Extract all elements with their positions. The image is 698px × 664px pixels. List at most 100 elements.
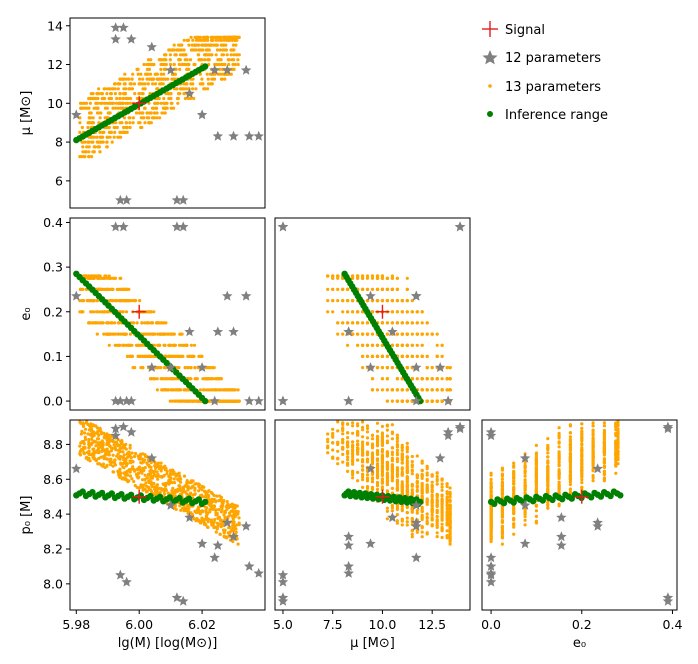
point-13-parameters bbox=[84, 150, 88, 154]
point-13-parameters bbox=[179, 477, 183, 481]
point-13-parameters bbox=[149, 72, 153, 76]
point-13-parameters bbox=[198, 58, 202, 62]
point-13-parameters bbox=[227, 388, 231, 392]
point-13-parameters bbox=[80, 125, 84, 130]
point-13-parameters bbox=[395, 487, 399, 491]
point-13-parameters bbox=[410, 332, 414, 336]
point-13-parameters bbox=[119, 332, 123, 336]
point-13-parameters bbox=[173, 343, 177, 347]
point-13-parameters bbox=[390, 423, 394, 427]
point-13-parameters bbox=[128, 343, 132, 347]
point-13-parameters bbox=[435, 535, 439, 539]
point-13-parameters bbox=[128, 116, 132, 120]
point-13-parameters bbox=[224, 43, 228, 47]
panel-frame bbox=[274, 217, 471, 411]
point-13-parameters bbox=[405, 523, 409, 527]
point-13-parameters bbox=[95, 299, 100, 303]
point-13-parameters bbox=[420, 494, 424, 498]
point-13-parameters bbox=[236, 542, 240, 546]
point-13-parameters bbox=[125, 125, 129, 130]
point-13-parameters bbox=[395, 399, 399, 403]
point-13-parameters bbox=[341, 428, 345, 433]
point-13-parameters bbox=[182, 82, 186, 86]
point-13-parameters bbox=[83, 431, 87, 435]
point-13-parameters bbox=[448, 366, 452, 370]
point-13-parameters bbox=[214, 530, 218, 534]
point-13-parameters bbox=[214, 511, 218, 515]
point-13-parameters bbox=[420, 343, 424, 347]
point-13-parameters bbox=[410, 472, 414, 476]
point-13-parameters bbox=[164, 62, 168, 67]
point-13-parameters bbox=[405, 310, 409, 314]
point-13-parameters bbox=[405, 511, 409, 515]
point-13-parameters bbox=[390, 274, 394, 278]
point-13-parameters bbox=[166, 77, 170, 81]
point-13-parameters bbox=[405, 366, 409, 370]
point-13-parameters bbox=[385, 472, 389, 477]
point-12-parameters bbox=[118, 22, 129, 33]
point-13-parameters bbox=[199, 48, 204, 52]
point-13-parameters bbox=[182, 87, 186, 91]
point-13-parameters bbox=[380, 460, 384, 464]
point-13-parameters bbox=[221, 501, 225, 505]
point-13-parameters bbox=[98, 130, 102, 134]
point-13-parameters bbox=[405, 321, 409, 325]
point-12-parameters bbox=[110, 33, 121, 44]
point-13-parameters bbox=[232, 53, 236, 57]
point-13-parameters bbox=[121, 443, 125, 447]
point-13-parameters bbox=[89, 452, 93, 457]
point-13-parameters bbox=[166, 92, 170, 96]
point-13-parameters bbox=[162, 58, 166, 62]
point-13-parameters bbox=[365, 321, 370, 325]
point-13-parameters bbox=[425, 512, 429, 516]
point-13-parameters bbox=[120, 121, 124, 125]
point-13-parameters bbox=[375, 467, 380, 471]
point-13-parameters bbox=[395, 457, 399, 461]
point-13-parameters bbox=[365, 287, 370, 291]
point-13-parameters bbox=[78, 453, 83, 457]
point-13-parameters bbox=[326, 444, 330, 448]
point-13-parameters bbox=[210, 35, 214, 40]
point-13-parameters bbox=[361, 472, 365, 476]
point-12-parameters bbox=[277, 221, 289, 232]
point-13-parameters bbox=[390, 310, 394, 314]
point-13-parameters bbox=[122, 82, 126, 86]
point-13-parameters bbox=[154, 490, 159, 494]
point-13-parameters bbox=[385, 287, 389, 291]
point-13-parameters bbox=[356, 321, 360, 325]
point-12-parameters bbox=[442, 395, 454, 406]
point-13-parameters bbox=[380, 443, 384, 448]
point-13-parameters bbox=[167, 48, 171, 52]
point-13-parameters bbox=[336, 299, 340, 303]
point-13-parameters bbox=[445, 512, 449, 516]
point-13-parameters bbox=[109, 96, 114, 101]
point-13-parameters bbox=[385, 332, 389, 336]
point-13-parameters bbox=[182, 343, 186, 347]
point-13-parameters bbox=[237, 523, 241, 527]
point-13-parameters bbox=[86, 422, 90, 427]
point-13-parameters bbox=[224, 48, 228, 52]
point-13-parameters bbox=[112, 135, 116, 139]
point-13-parameters bbox=[230, 514, 235, 518]
point-13-parameters bbox=[193, 35, 197, 40]
point-13-parameters bbox=[89, 96, 93, 101]
point-12-parameters bbox=[121, 194, 132, 205]
point-13-parameters bbox=[435, 471, 439, 475]
point-13-parameters bbox=[176, 489, 180, 493]
point-13-parameters bbox=[100, 101, 104, 105]
point-13-parameters bbox=[90, 155, 94, 159]
point-13-parameters bbox=[219, 43, 223, 47]
point-13-parameters bbox=[131, 121, 135, 125]
point-13-parameters bbox=[78, 444, 82, 448]
point-13-parameters bbox=[420, 332, 424, 336]
point-13-parameters bbox=[99, 455, 103, 459]
point-13-parameters bbox=[205, 377, 209, 381]
point-13-parameters bbox=[147, 116, 151, 120]
point-13-parameters bbox=[176, 477, 180, 481]
point-13-parameters bbox=[152, 481, 156, 486]
point-13-parameters bbox=[121, 450, 125, 454]
point-13-parameters bbox=[154, 82, 158, 86]
point-13-parameters bbox=[124, 101, 128, 105]
point-13-parameters bbox=[370, 354, 375, 358]
point-13-parameters bbox=[219, 399, 223, 403]
